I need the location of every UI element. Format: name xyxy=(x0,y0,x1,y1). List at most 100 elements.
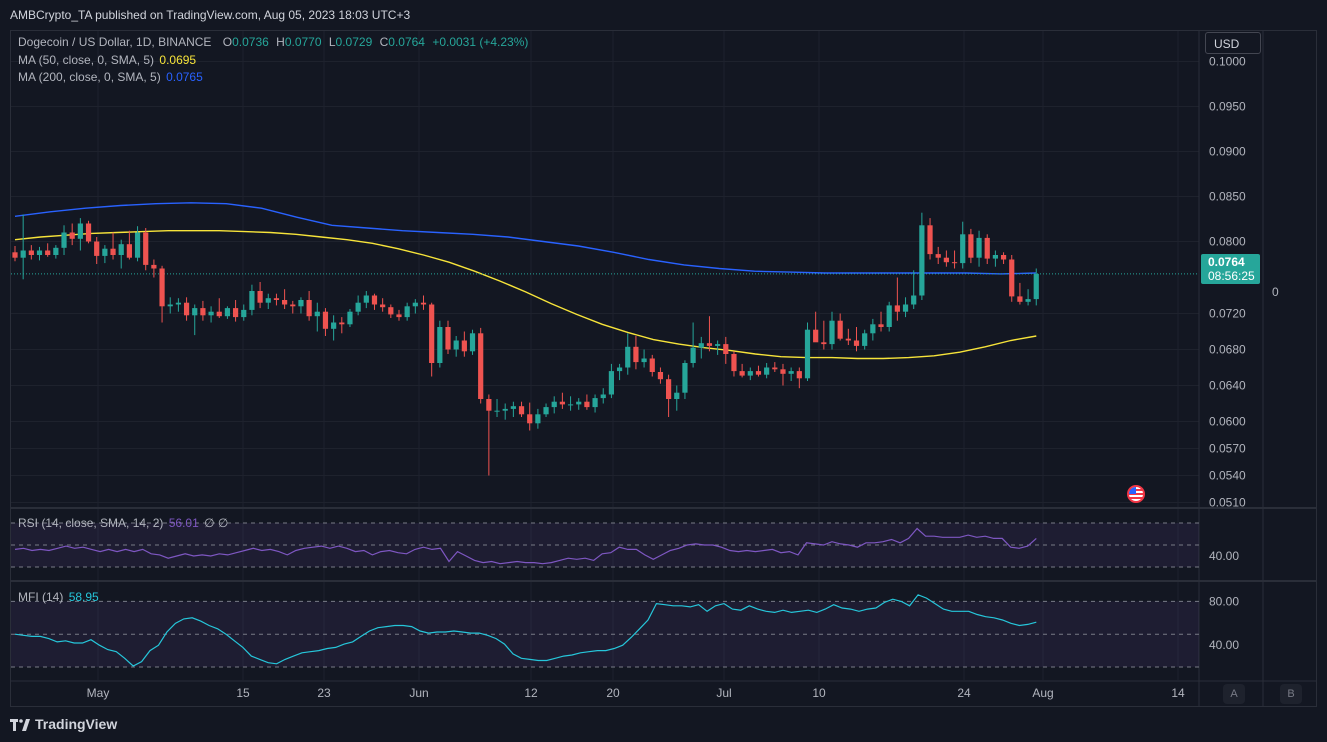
candle xyxy=(804,322,811,381)
candle xyxy=(232,300,239,322)
candle xyxy=(755,365,762,377)
candle-body xyxy=(527,414,533,424)
candle-body xyxy=(175,302,181,305)
candle-body xyxy=(331,322,337,329)
candle-body xyxy=(404,306,410,318)
candle-body xyxy=(960,234,966,264)
candles xyxy=(12,212,1039,476)
indicator-bands xyxy=(11,522,1199,668)
chart-frame xyxy=(10,30,1317,707)
candle-body xyxy=(429,304,435,363)
time-tick-label: Jul xyxy=(716,686,731,700)
candle xyxy=(551,396,557,414)
candle xyxy=(273,293,280,306)
candle-body xyxy=(764,367,770,375)
price-tick-label: 0.0950 xyxy=(1209,100,1246,114)
indicator-lines xyxy=(14,527,1037,667)
time-tick-label: May xyxy=(87,686,110,700)
close-value: 0.0764 xyxy=(388,35,425,49)
price-tick-label: 0.1000 xyxy=(1209,55,1246,69)
candle xyxy=(625,333,631,375)
candle xyxy=(20,214,26,280)
candle-body xyxy=(102,248,108,256)
candle xyxy=(380,298,386,312)
candle xyxy=(159,265,165,323)
candle xyxy=(347,309,353,327)
candle-body xyxy=(780,369,786,374)
candle-body xyxy=(551,401,557,408)
candle xyxy=(102,245,108,264)
candle-body xyxy=(968,234,974,258)
rsi-tick-label: 40.00 xyxy=(1209,549,1239,563)
us-flag-icon[interactable] xyxy=(1127,485,1145,503)
candle xyxy=(445,320,451,354)
candle-body xyxy=(584,401,590,408)
candle-body xyxy=(886,305,892,327)
candle xyxy=(829,311,835,350)
candle-body xyxy=(200,308,206,316)
candle xyxy=(935,246,941,264)
candle-body xyxy=(747,371,753,376)
candle xyxy=(911,270,917,309)
candle xyxy=(437,320,443,368)
candle xyxy=(960,221,966,269)
candle xyxy=(1017,282,1023,305)
candle-body xyxy=(388,307,394,315)
tradingview-mark-icon xyxy=(10,719,30,732)
time-tick-label: 24 xyxy=(957,686,971,700)
bar-countdown: 08:56:25 xyxy=(1208,269,1255,283)
candle-body xyxy=(45,250,51,255)
candle-body xyxy=(167,304,173,307)
candle-body xyxy=(698,343,704,348)
close-label: C xyxy=(379,35,389,49)
candle-body xyxy=(813,329,819,343)
price-tick-label: 0.0680 xyxy=(1209,343,1246,357)
candle-body xyxy=(657,372,664,380)
published-line: AMBCrypto_TA published on TradingView.co… xyxy=(10,8,411,22)
candle xyxy=(143,228,149,271)
candle xyxy=(1025,289,1031,306)
rsi-line xyxy=(14,527,1037,565)
scale-auto-button[interactable]: A xyxy=(1223,684,1245,704)
candle xyxy=(715,340,721,355)
candle xyxy=(502,403,508,420)
candle-body xyxy=(739,371,745,376)
candle xyxy=(698,336,704,359)
candle xyxy=(886,301,892,332)
candle xyxy=(772,362,778,372)
candle-body xyxy=(837,320,843,339)
candle-body xyxy=(821,342,827,345)
candle xyxy=(388,304,394,318)
tradingview-logo[interactable]: TradingView xyxy=(10,716,117,732)
candle xyxy=(298,297,304,314)
candle xyxy=(183,297,190,321)
candle-body xyxy=(600,394,606,399)
candle-body xyxy=(118,244,124,255)
candle-body xyxy=(976,237,982,258)
candle xyxy=(943,250,949,267)
last-price-tag: 0.0764 08:56:25 xyxy=(1201,254,1260,284)
candle-body xyxy=(445,327,451,350)
candle xyxy=(61,225,67,255)
candle xyxy=(110,232,116,260)
candle-body xyxy=(518,406,525,415)
candle xyxy=(902,297,909,318)
time-axis: May 15 23 Jun 12 20 Jul 10 24 Aug 14 xyxy=(87,686,1185,700)
mfi-label: MFI (14) xyxy=(18,590,64,604)
candle-body xyxy=(543,407,549,415)
currency-button[interactable]: USD xyxy=(1205,32,1261,54)
candle-body xyxy=(927,225,933,255)
candle-body xyxy=(94,241,100,256)
candle xyxy=(241,304,247,321)
candle-body xyxy=(559,401,565,405)
scale-b-button[interactable]: B xyxy=(1280,684,1302,704)
candle xyxy=(576,398,582,410)
time-tick-label: 10 xyxy=(812,686,826,700)
candle xyxy=(853,327,860,352)
pane-separators xyxy=(10,30,1317,707)
candle xyxy=(641,349,647,368)
candle-body xyxy=(862,333,868,346)
price-tick-label: 0.0570 xyxy=(1209,442,1246,456)
candle xyxy=(461,331,467,357)
